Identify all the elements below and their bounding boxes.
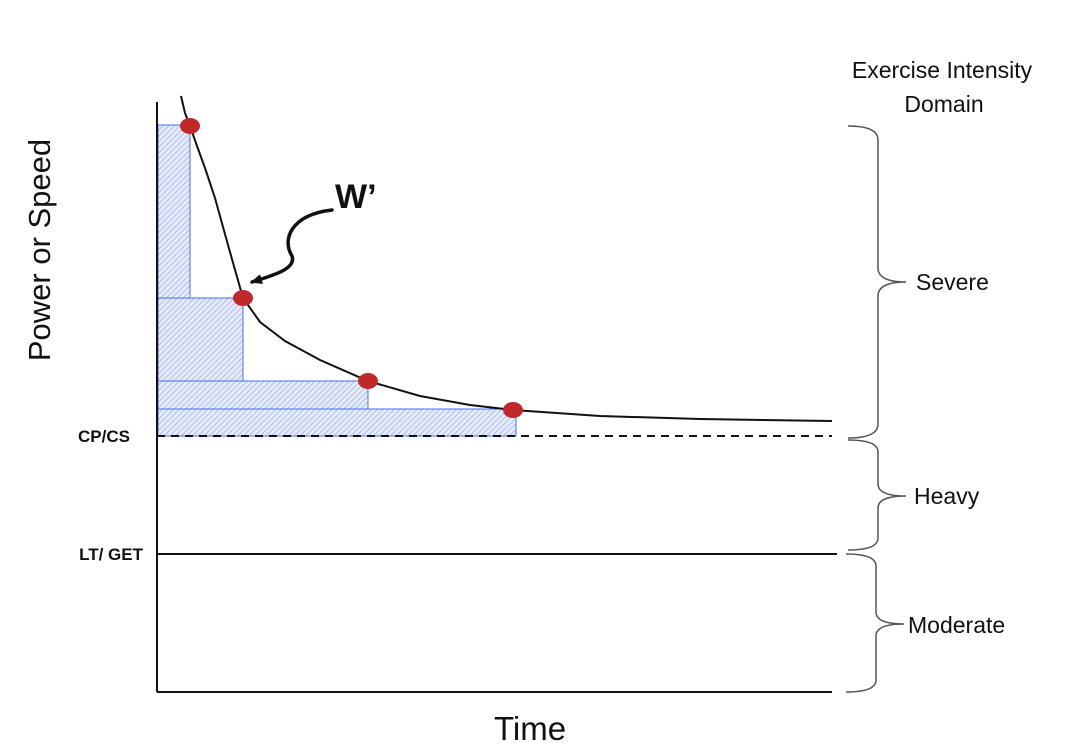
w-prime-area-4 [157, 408, 517, 437]
data-point [503, 402, 523, 418]
domain-header-line-1: Exercise Intensity [852, 57, 1033, 83]
data-points [180, 118, 523, 418]
lt-get-label: LT/ GET [79, 545, 144, 564]
y-axis-label: Power or Speed [22, 139, 57, 361]
brace-severe [847, 125, 907, 439]
w-prime-arrow [250, 208, 334, 284]
power-duration-curve [180, 95, 833, 422]
data-point [180, 118, 200, 134]
domain-braces [845, 125, 907, 693]
data-point [233, 290, 253, 306]
w-prime-areas [157, 124, 517, 437]
domain-heavy-label: Heavy [914, 483, 980, 509]
cp-cs-label: CP/CS [78, 427, 130, 446]
x-axis-label: Time [494, 710, 566, 747]
brace-heavy [847, 439, 907, 551]
domain-severe-label: Severe [916, 269, 989, 295]
domain-header-line-2: Domain [904, 91, 983, 117]
w-prime-label: W’ [335, 178, 377, 216]
domain-moderate-label: Moderate [908, 612, 1005, 638]
brace-moderate [845, 553, 905, 693]
data-point [358, 373, 378, 389]
